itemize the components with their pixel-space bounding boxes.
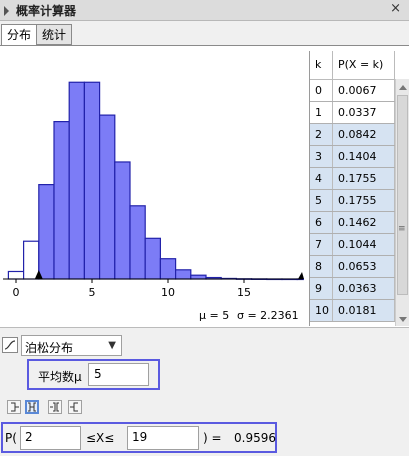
lower-bound-input[interactable]: 2 (20, 426, 81, 450)
cell-probability: 0.0181 (333, 300, 395, 321)
prob-result: 0.9596 (234, 431, 276, 445)
x-tick-label: 5 (89, 286, 96, 299)
table-row[interactable]: 10 0.0181 (310, 300, 409, 322)
right-sided-interval-icon[interactable] (68, 400, 82, 414)
x-tick-label: 10 (161, 286, 175, 299)
grip-icon: ≡ (398, 224, 406, 234)
left-sided-interval-icon[interactable] (7, 400, 21, 414)
cell-k: 7 (310, 234, 333, 255)
cell-k: 3 (310, 146, 333, 167)
table-row[interactable]: 1 0.0337 (310, 102, 409, 124)
bar-k-9 (144, 237, 161, 280)
collapse-arrow-icon[interactable] (4, 6, 9, 16)
cell-k: 1 (310, 102, 333, 123)
table-row[interactable]: 6 0.1462 (310, 212, 409, 234)
bar-k-0 (7, 270, 25, 280)
close-icon[interactable]: × (390, 1, 401, 16)
bar-k-1 (23, 240, 40, 280)
bar-k-6 (98, 114, 116, 280)
bar-k-10 (159, 258, 177, 280)
table-scrollbar[interactable]: ≡ (395, 79, 409, 326)
x-ticks: 0 5 10 15 (13, 279, 251, 299)
cell-k: 9 (310, 278, 333, 299)
tab-bar: 分布 统计 (0, 24, 409, 46)
mean-label: μ = 5 (199, 309, 229, 322)
table-header: k P(X = k) (310, 51, 409, 80)
table-row[interactable]: 8 0.0653 (310, 256, 409, 278)
column-p-header: P(X = k) (333, 51, 395, 79)
upper-bound-marker[interactable] (298, 272, 304, 279)
cell-k: 6 (310, 212, 333, 233)
x-tick-label: 15 (237, 286, 251, 299)
bar-k-3 (53, 121, 70, 280)
table-body: 0 0.0067 1 0.0337 2 0.0842 3 0.1404 4 0.1755 5 0.17… (310, 80, 409, 322)
cell-probability: 0.1755 (333, 168, 395, 189)
sigma-label: σ = 2.2361 (237, 309, 299, 322)
distribution-value: 泊松分布 (25, 341, 74, 355)
cell-probability: 0.0363 (333, 278, 395, 299)
cell-k: 5 (310, 190, 333, 211)
tab-distribution[interactable]: 分布 (1, 24, 38, 46)
cell-k: 0 (310, 80, 333, 101)
table-row[interactable]: 9 0.0363 (310, 278, 409, 300)
cell-probability: 0.0653 (333, 256, 395, 277)
cell-probability: 0.1462 (333, 212, 395, 233)
cell-probability: 0.1755 (333, 190, 395, 211)
mean-param-label: 平均数μ (38, 370, 82, 384)
bar-k-5 (83, 81, 101, 280)
table-row[interactable]: 2 0.0842 (310, 124, 409, 146)
table-row[interactable]: 5 0.1755 (310, 190, 409, 212)
scroll-down-icon[interactable] (399, 317, 407, 322)
cell-probability: 0.0067 (333, 80, 395, 101)
bar-k-7 (114, 161, 131, 280)
distribution-select[interactable]: 泊松分布 ▼ (21, 335, 122, 356)
probability-chart: 0 5 10 15 μ = 5 σ = 2.2361 (3, 81, 304, 322)
cell-k: 4 (310, 168, 333, 189)
cell-probability: 0.1044 (333, 234, 395, 255)
bar-k-12 (190, 274, 207, 280)
bars-group (7, 81, 304, 281)
table-row[interactable]: 7 0.1044 (310, 234, 409, 256)
probability-box (1, 422, 277, 453)
bar-k-4 (68, 81, 85, 280)
cumulative-toggle-icon[interactable] (2, 337, 18, 353)
cell-probability: 0.0842 (333, 124, 395, 145)
bar-k-2 (38, 184, 55, 280)
outer-interval-icon[interactable] (48, 400, 62, 414)
parameter-box (27, 359, 160, 390)
prob-prefix: P( (5, 431, 17, 445)
column-k-header: k (310, 51, 333, 79)
table-row[interactable]: 3 0.1404 (310, 146, 409, 168)
cell-k: 2 (310, 124, 333, 145)
table-row[interactable]: 4 0.1755 (310, 168, 409, 190)
bar-k-11 (175, 269, 192, 280)
scroll-up-icon[interactable] (399, 85, 407, 90)
prob-equals: ) = (203, 431, 222, 445)
window-title: 概率计算器 (16, 4, 77, 18)
chevron-down-icon: ▼ (108, 340, 116, 351)
mean-param-input[interactable]: 5 (88, 363, 149, 386)
x-tick-label: 0 (13, 286, 20, 299)
upper-bound-input[interactable]: 19 (127, 426, 199, 450)
table-row[interactable]: 0 0.0067 (310, 80, 409, 102)
cell-probability: 0.0337 (333, 102, 395, 123)
prob-middle: ≤X≤ (86, 431, 115, 445)
scroll-thumb[interactable] (397, 95, 408, 295)
probability-table: k P(X = k) 0 0.0067 1 0.0337 2 0.0842 3 0.1404 4… (309, 51, 409, 326)
bar-k-8 (129, 205, 146, 280)
cell-k: 8 (310, 256, 333, 277)
title-bar: 概率计算器 × (0, 0, 409, 21)
cell-k: 10 (310, 300, 333, 321)
cell-probability: 0.1404 (333, 146, 395, 167)
controls-panel: 泊松分布 ▼ 平均数μ 5 P( 2 ≤X≤ 19 ) = 0.9596 (0, 327, 409, 456)
two-sided-interval-icon[interactable] (25, 400, 39, 414)
lower-bound-marker[interactable] (34, 270, 43, 279)
tab-statistics[interactable]: 统计 (36, 24, 73, 45)
